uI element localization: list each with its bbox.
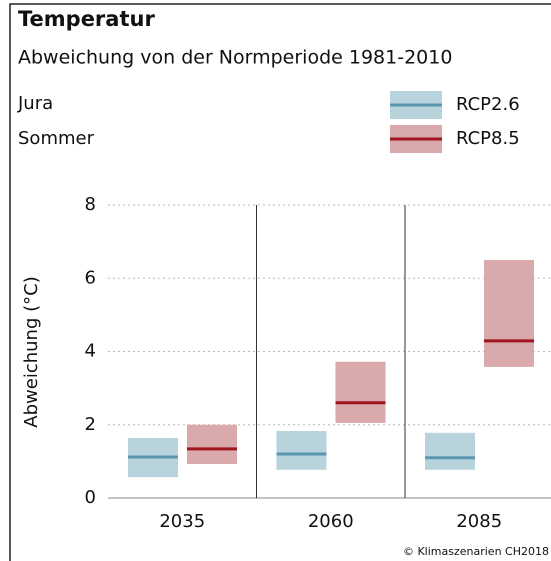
chart-subtitle: Abweichung von der Normperiode 1981-2010 (18, 47, 452, 69)
legend-label: RCP8.5 (456, 128, 520, 149)
legend-label: RCP2.6 (456, 94, 520, 115)
y-tick-label: 6 (85, 267, 96, 288)
x-tick-label: 2085 (456, 511, 502, 532)
range-band (276, 430, 327, 470)
y-tick-label: 0 (85, 487, 96, 508)
x-tick-label: 2060 (308, 511, 354, 532)
range-band (425, 432, 475, 470)
annotation: Jura (17, 93, 53, 114)
y-axis-label: Abweichung (°C) (21, 276, 42, 427)
range-band (335, 361, 386, 423)
range-band (484, 259, 534, 367)
range-band (187, 424, 237, 464)
source: © Klimaszenarien CH2018 (403, 545, 549, 558)
x-tick-label: 2035 (159, 511, 205, 532)
chart-title: Temperatur (18, 7, 155, 31)
frame (9, 3, 551, 561)
annotation: Sommer (18, 128, 95, 149)
y-tick-label: 4 (85, 341, 96, 362)
y-tick-label: 8 (85, 194, 96, 215)
y-tick-label: 2 (85, 414, 96, 435)
